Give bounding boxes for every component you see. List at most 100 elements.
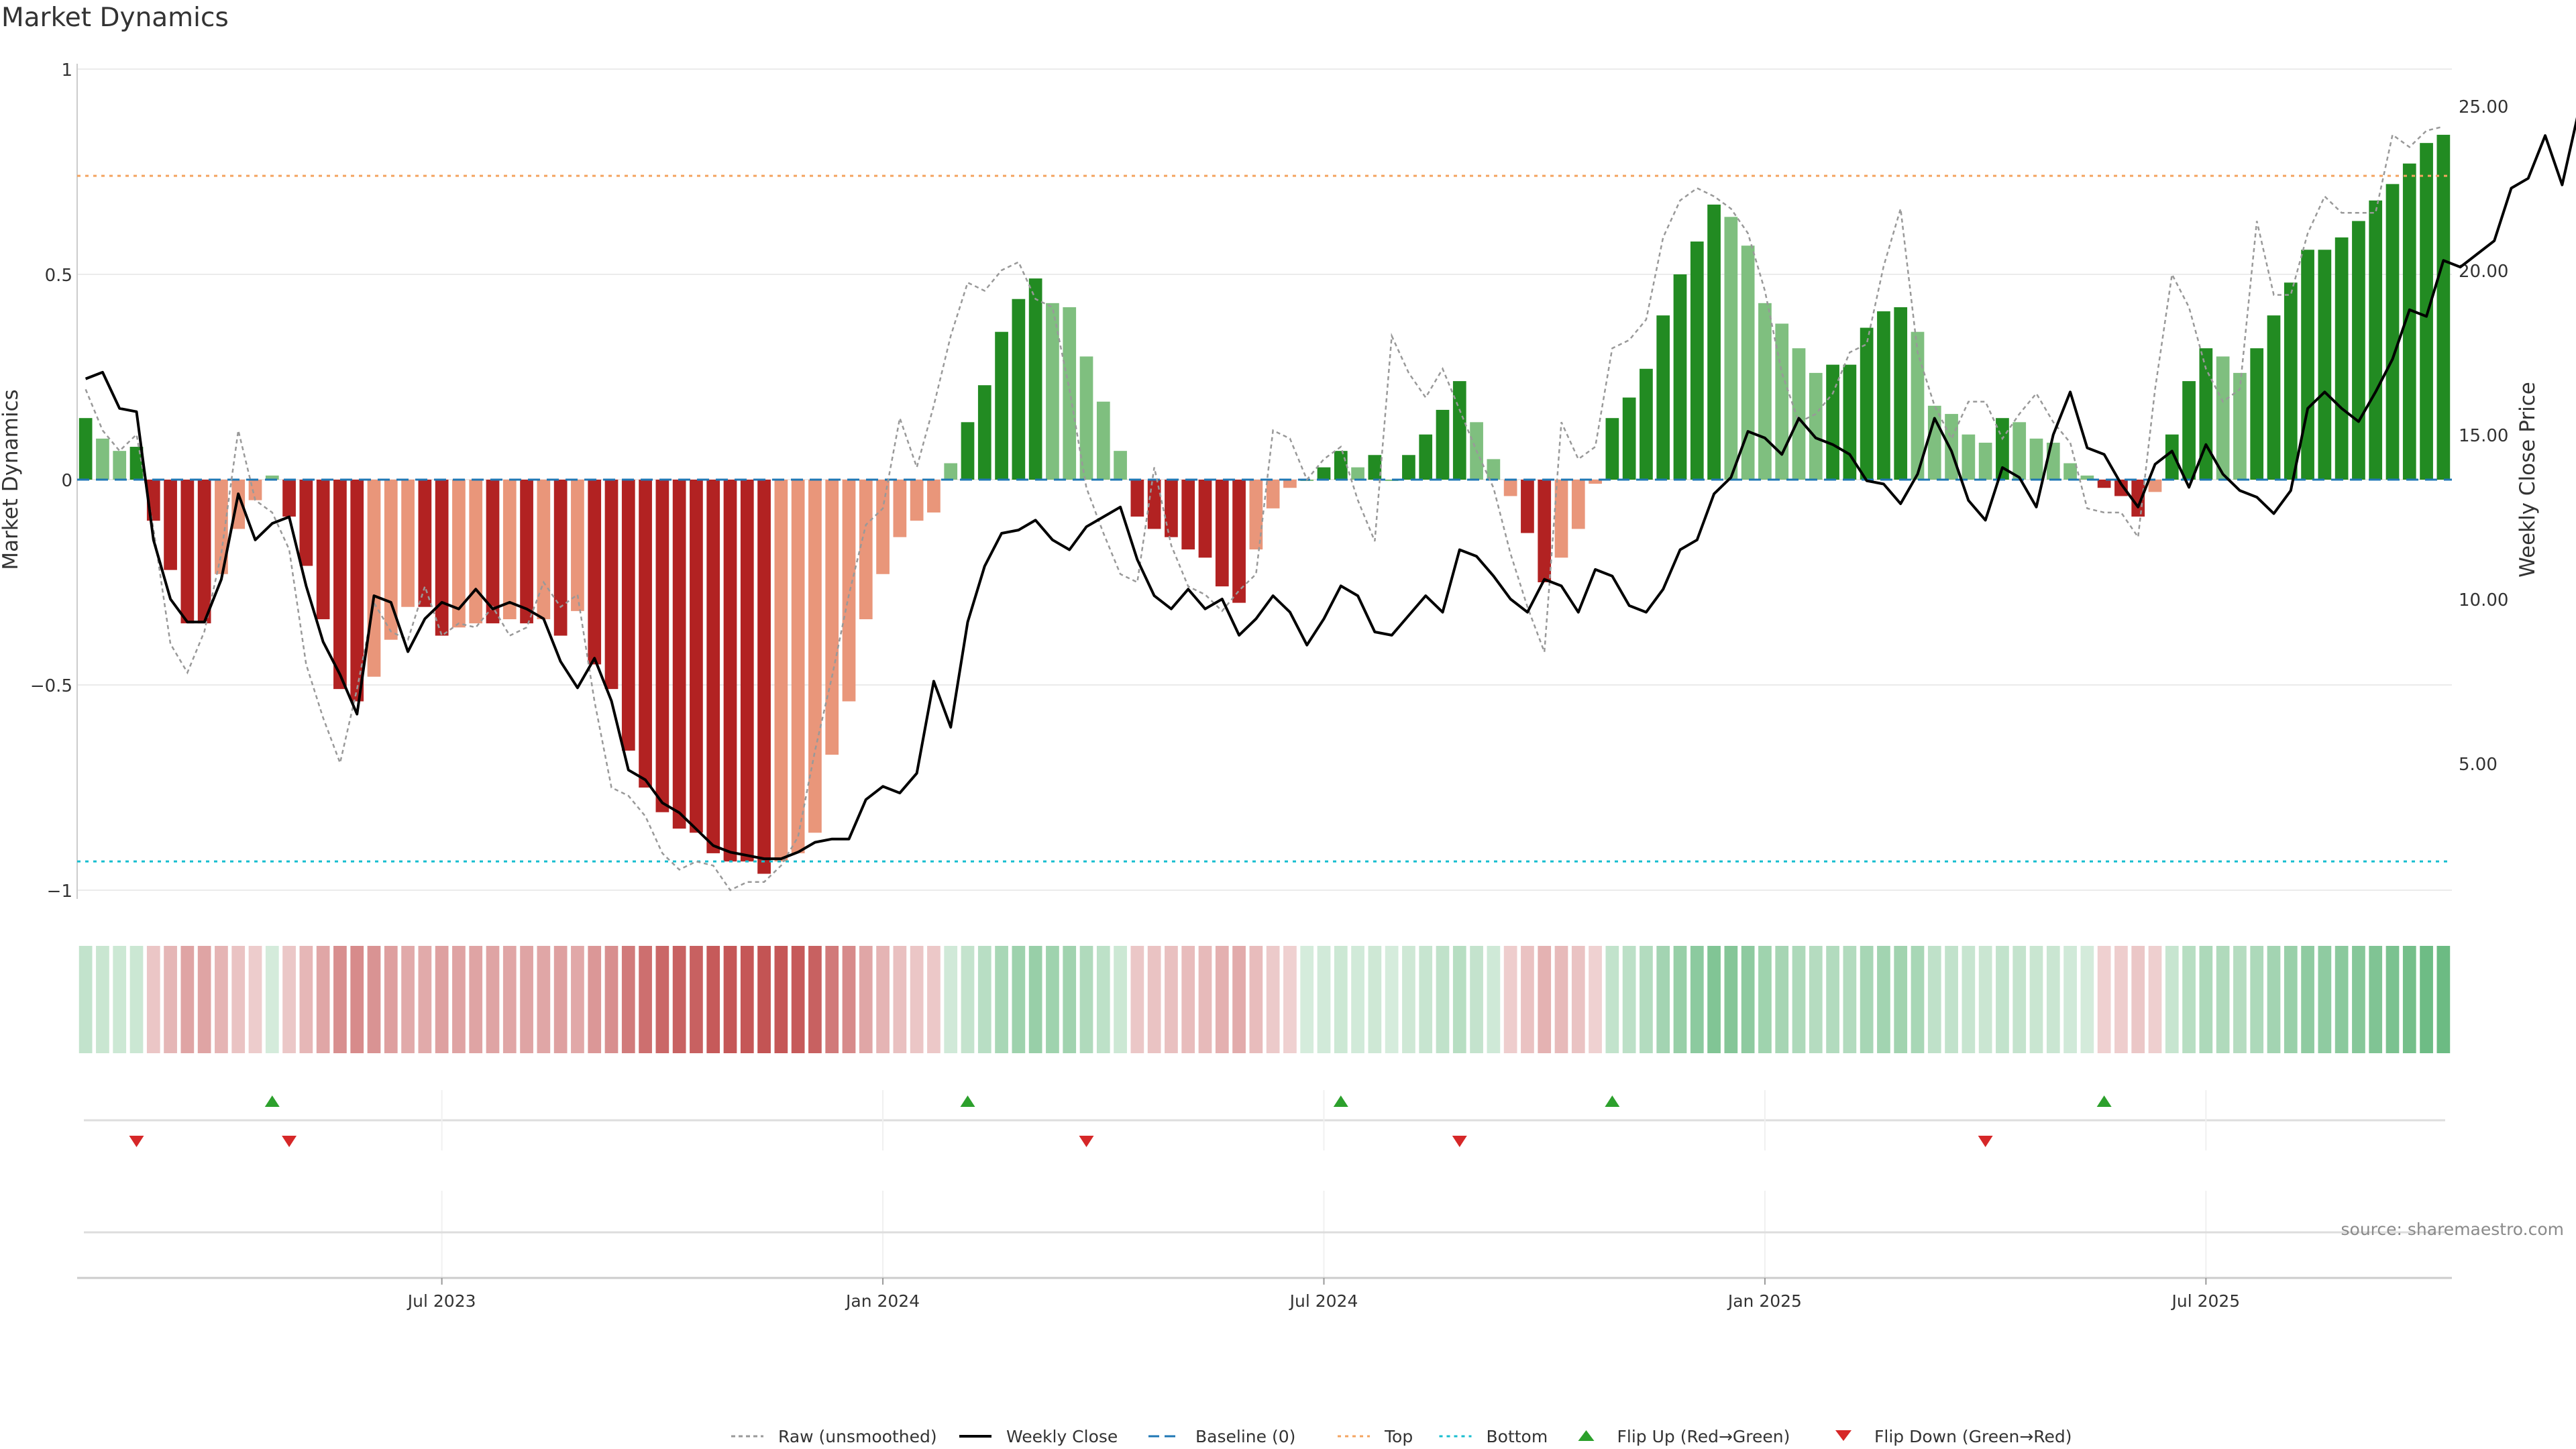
dynamics-bar [180, 480, 195, 624]
dynamics-bar [1334, 451, 1348, 480]
dynamics-bar [1096, 401, 1110, 480]
dynamics-bar [774, 480, 788, 862]
heat-strip-cell [1673, 946, 1687, 1053]
dynamics-bar [1114, 451, 1127, 480]
heat-strip-cell [2165, 946, 2179, 1053]
dynamics-bar [571, 480, 584, 611]
heat-strip-cell [1690, 946, 1704, 1053]
heat-strip-cell [299, 946, 313, 1053]
heat-strip-cell [1554, 946, 1568, 1053]
heat-strip-cell [401, 946, 415, 1053]
dynamics-bar [706, 480, 720, 853]
heat-strip-cell [2012, 946, 2027, 1053]
dynamics-bar [113, 451, 127, 480]
heat-strip-cell [1419, 946, 1433, 1053]
heat-strip-cell [1843, 946, 1857, 1053]
heat-strip-cell [1470, 946, 1483, 1053]
heat-strip-cell [842, 946, 856, 1053]
dynamics-bar [1181, 480, 1195, 550]
dynamics-bar [1063, 307, 1077, 480]
dynamics-bar [129, 447, 144, 480]
dynamics-bar [1215, 480, 1229, 587]
dynamics-bar [1640, 368, 1653, 480]
heat-strip-cell [96, 946, 109, 1053]
dynamics-bar [367, 480, 381, 677]
heat-strip-cell [1385, 946, 1399, 1053]
dynamics-bar [2436, 134, 2451, 480]
dynamics-bar [2165, 434, 2179, 480]
dynamics-bar [2012, 422, 2027, 480]
heat-strip-cell [723, 946, 737, 1053]
heat-strip-cell [1215, 946, 1229, 1053]
dynamics-bar [1894, 307, 1908, 480]
heat-strip-cell [927, 946, 941, 1053]
legend-label: Raw (unsmoothed) [778, 1427, 937, 1446]
heat-strip-cell [2182, 946, 2196, 1053]
heat-strip-cell [1996, 946, 2009, 1053]
heat-strip-cell [1452, 946, 1466, 1053]
dynamics-bar [944, 463, 958, 480]
dynamics-bar [1317, 467, 1331, 480]
y2-tick-label: 10.00 [2459, 590, 2508, 610]
heat-strip-cell [1063, 946, 1077, 1053]
dynamics-bar [910, 480, 924, 521]
heat-strip-cell [129, 946, 144, 1053]
heat-strip-cell [2029, 946, 2043, 1053]
dynamics-bar [435, 480, 449, 636]
dynamics-bar [961, 422, 975, 480]
flip-down-marker [129, 1136, 144, 1147]
flip-down-marker [1978, 1136, 1993, 1147]
y2-tick-label: 20.00 [2459, 262, 2508, 282]
heat-strip-cell [231, 946, 246, 1053]
heat-strip-cell [350, 946, 364, 1053]
dynamics-bar [502, 480, 517, 620]
dynamics-bar [1402, 455, 1415, 480]
heat-strip-cell [1860, 946, 1874, 1053]
flip-down-marker [1452, 1136, 1467, 1147]
legend-item: Flip Down (Green→Red) [1835, 1427, 2072, 1446]
heat-strip-cell [1266, 946, 1280, 1053]
heat-strip-cell [2385, 946, 2400, 1053]
dynamics-bar [1758, 303, 1772, 480]
heat-strip-cell [1402, 946, 1415, 1053]
legend-label: Baseline (0) [1195, 1427, 1295, 1446]
heat-strip-cell [2131, 946, 2145, 1053]
heat-strip-cell [1622, 946, 1636, 1053]
dynamics-bar [1503, 480, 1517, 496]
dynamics-bar [2369, 200, 2383, 480]
dynamics-bar [2114, 480, 2128, 496]
heat-strip-cell [571, 946, 584, 1053]
dynamics-bar [1690, 241, 1704, 480]
heat-strip-cell [977, 946, 991, 1053]
heat-strip-cell [1758, 946, 1772, 1053]
flip-up-marker [960, 1095, 975, 1107]
dynamics-bar [1046, 303, 1059, 480]
heat-strip-cell [1741, 946, 1755, 1053]
dynamics-bar [927, 480, 941, 513]
heat-strip-cell [774, 946, 788, 1053]
heat-strip-cell [588, 946, 602, 1053]
heat-strip-cell [1911, 946, 1925, 1053]
dynamics-bar [859, 480, 873, 620]
dynamics-bar [1452, 381, 1466, 480]
dynamics-bar [1911, 331, 1925, 480]
heat-strip-cell [740, 946, 754, 1053]
flip-up-marker [264, 1095, 280, 1107]
y2-tick-label: 15.00 [2459, 426, 2508, 446]
dynamics-bar [977, 385, 991, 480]
dynamics-bar [1283, 480, 1297, 488]
heat-strip-cell [1945, 946, 1958, 1053]
heat-strip-cell [2318, 946, 2332, 1053]
legend-item: Top [1338, 1427, 1413, 1446]
x-tick-label: Jul 2025 [2170, 1291, 2240, 1311]
heat-strip-cell [164, 946, 177, 1053]
heat-strip-cell [876, 946, 890, 1053]
heat-strip-cell [1809, 946, 1823, 1053]
heat-strip-cell [1046, 946, 1059, 1053]
dynamics-bar [1826, 364, 1839, 480]
dynamics-bar [299, 480, 313, 566]
heat-strip-cell [1317, 946, 1331, 1053]
heat-strip-cell [961, 946, 975, 1053]
legend-label: Top [1384, 1427, 1413, 1446]
